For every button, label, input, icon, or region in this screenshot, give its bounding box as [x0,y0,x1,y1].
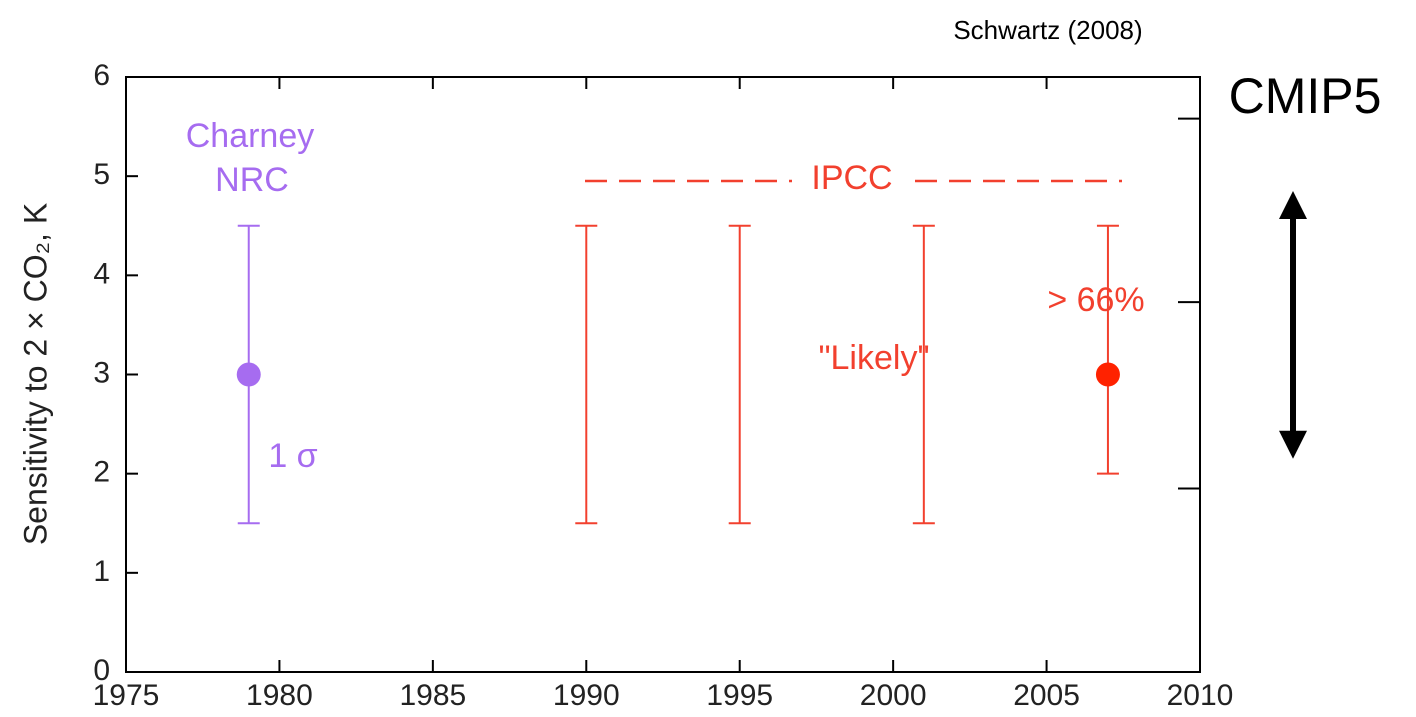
x-tick-label: 1995 [706,679,773,712]
y-tick-label: 1 [93,555,110,588]
x-tick-label: 2000 [860,679,927,712]
annotation: 1 σ [268,437,317,475]
annotation: "Likely" [818,339,929,377]
y-tick-label: 4 [93,257,110,290]
annotation: NRC [215,161,289,199]
point [1095,362,1120,387]
annotation: IPCC [811,159,892,197]
y-axis-label: Sensitivity to 2 × CO₂, K [17,203,53,545]
x-tick-label: 1990 [553,679,620,712]
x-tick-label: 2010 [1167,679,1234,712]
cmip5-arrow-bottom [1279,430,1307,459]
y-tick-label: 5 [93,158,110,191]
cmip5-label: CMIP5 [1229,68,1382,124]
x-tick-label: 1975 [93,679,160,712]
y-tick-label: 2 [93,456,110,489]
annotation: Charney [186,117,315,155]
x-tick-label: 2005 [1013,679,1080,712]
source-note: Schwartz (2008) [953,15,1142,45]
annotation: > 66% [1047,281,1144,319]
y-tick-label: 0 [93,654,110,687]
cmip5-arrow-top [1279,191,1307,220]
point [236,362,261,387]
x-tick-label: 1980 [246,679,313,712]
y-tick-label: 3 [93,356,110,389]
y-tick-label: 6 [93,59,110,92]
x-tick-label: 1985 [399,679,466,712]
